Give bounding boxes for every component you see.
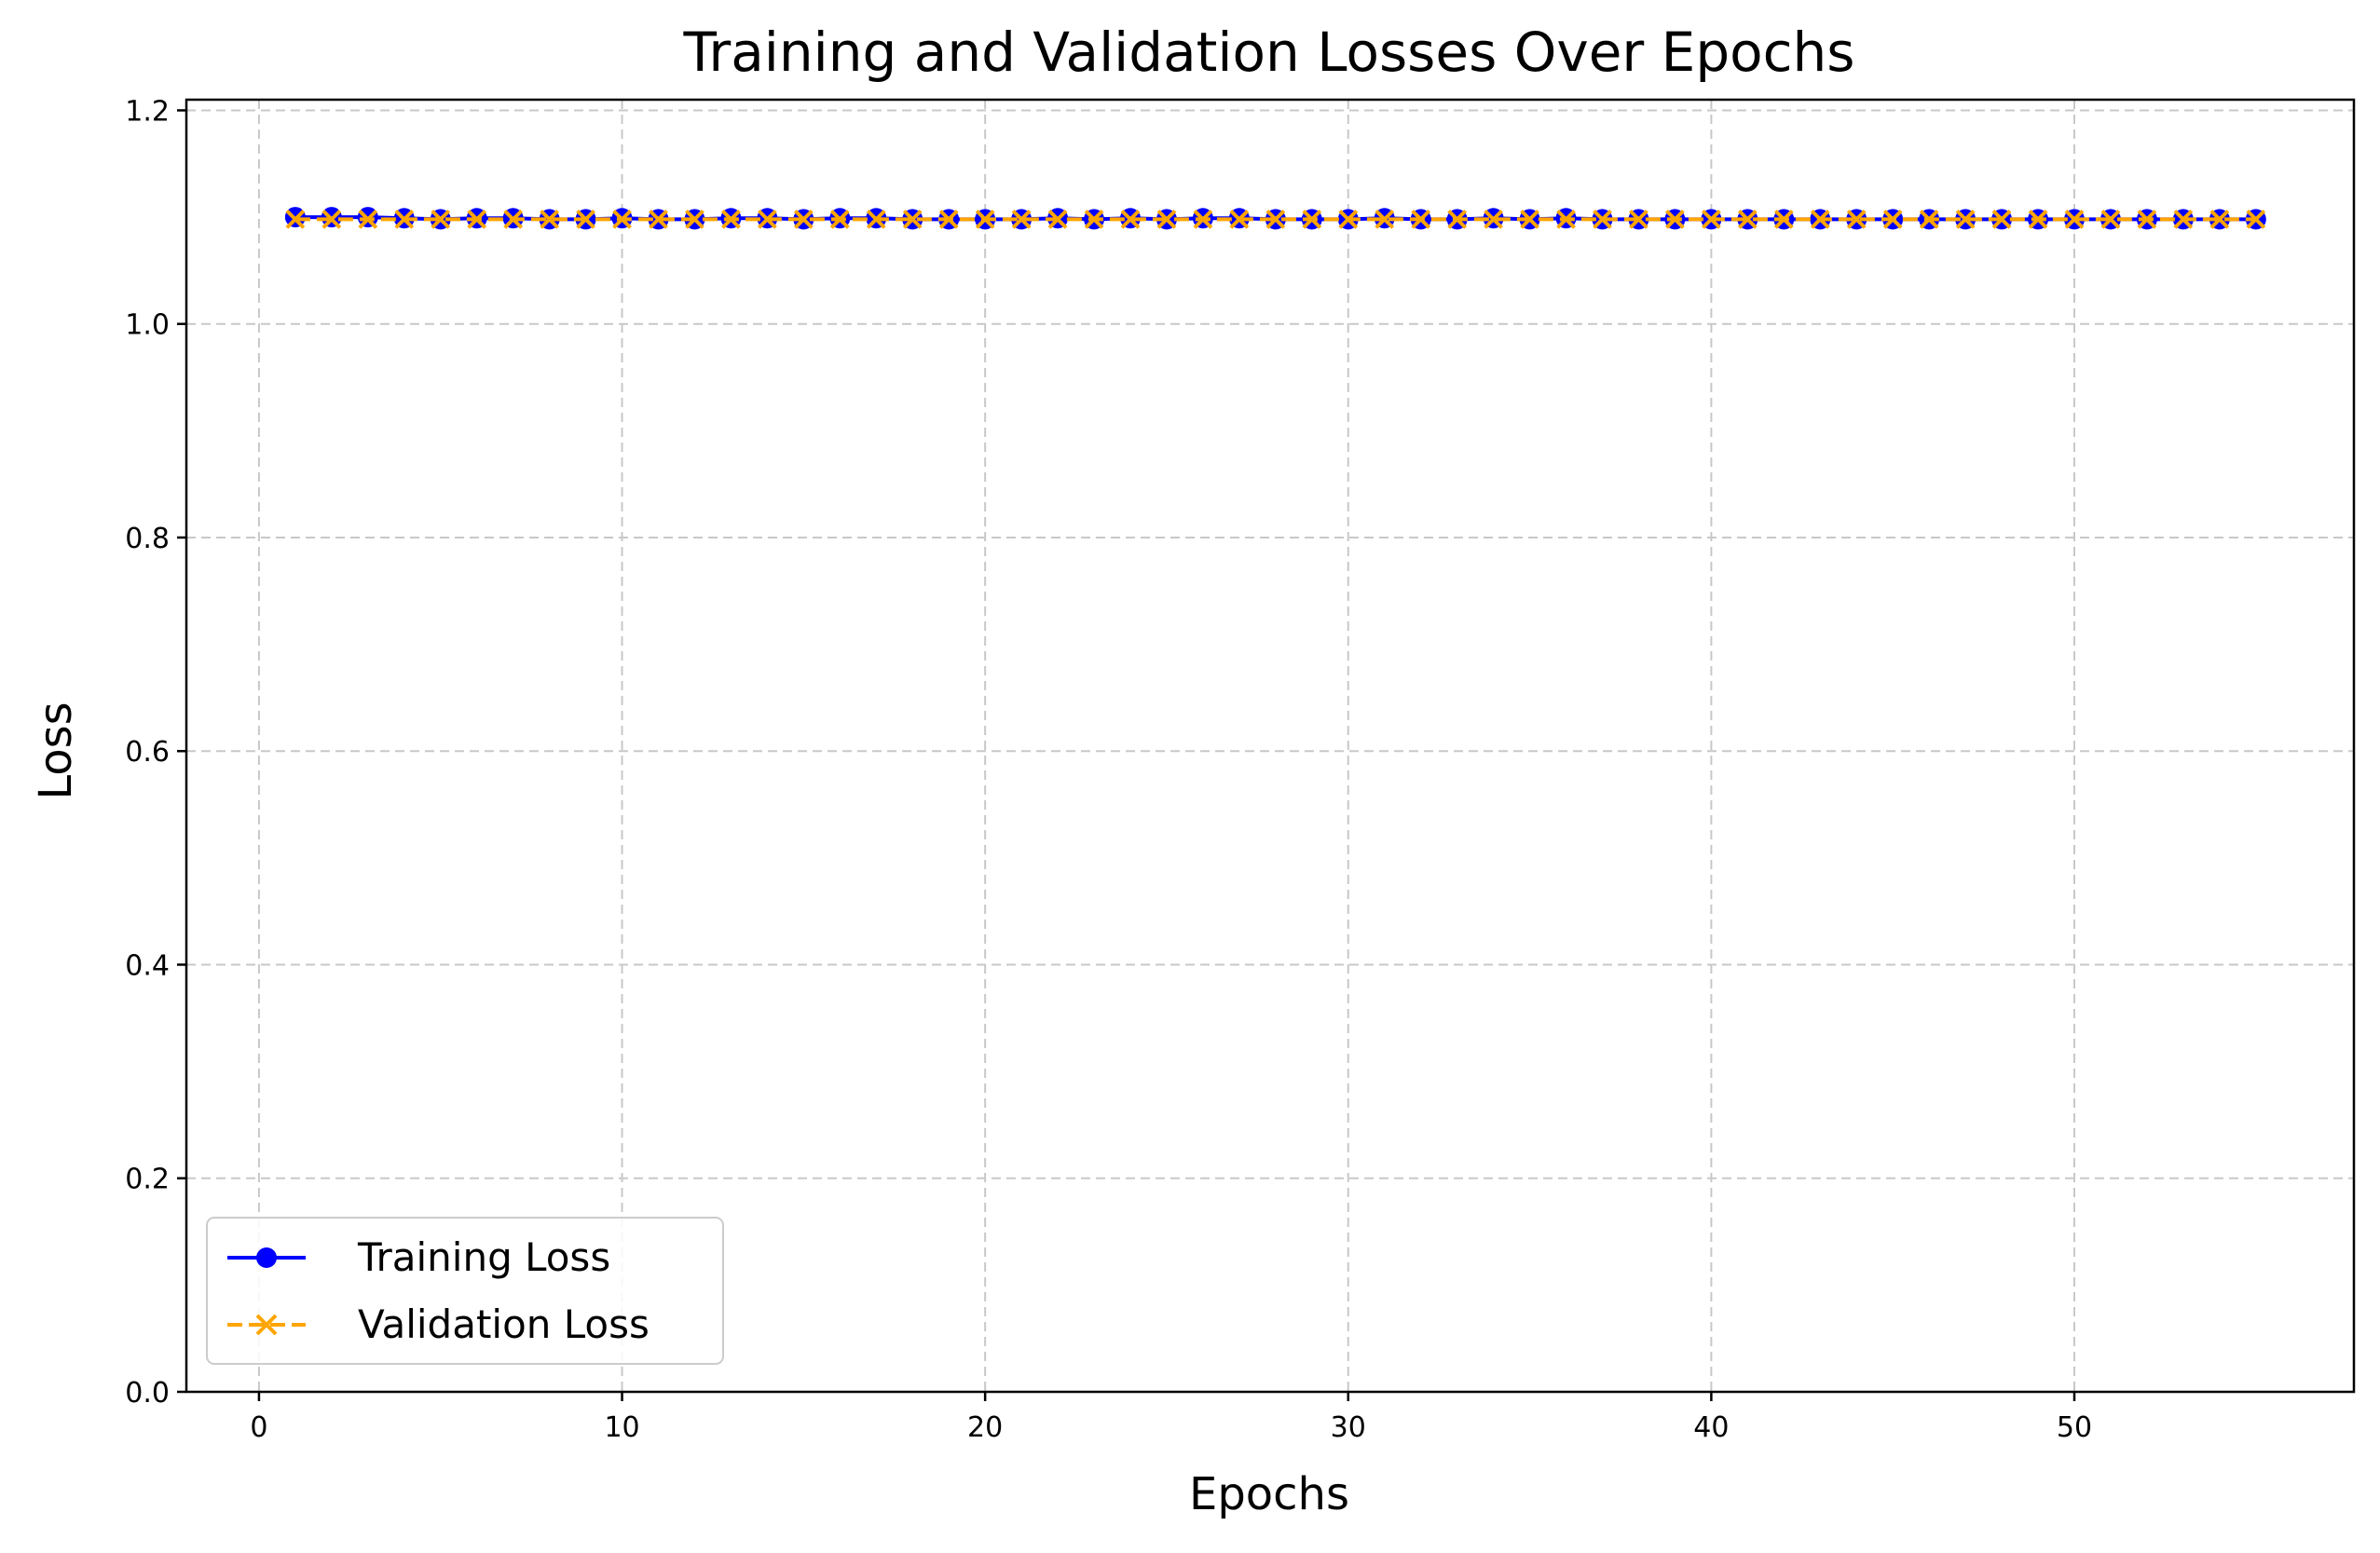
validation-loss-point — [2209, 209, 2230, 229]
validation-loss-point — [1919, 209, 1939, 229]
validation-loss-point — [1302, 209, 1322, 229]
y-tick-label: 1.0 — [125, 309, 170, 342]
validation-loss-point — [866, 209, 886, 229]
plot-frame — [185, 98, 2356, 1394]
validation-loss-point — [1156, 209, 1177, 229]
validation-loss-point — [2064, 209, 2085, 229]
validation-loss-point — [1229, 209, 1250, 229]
legend-box — [206, 1217, 724, 1365]
validation-loss-point — [1047, 209, 1068, 229]
validation-loss-point — [358, 209, 378, 229]
validation-loss-point — [321, 209, 342, 229]
y-axis-label: Loss — [30, 702, 82, 799]
legend-marker-training — [256, 1247, 277, 1268]
y-tick-label: 0.2 — [125, 1164, 170, 1196]
validation-loss-point — [1447, 209, 1468, 229]
validation-loss-point — [2028, 209, 2048, 229]
x-tick-label: 30 — [1331, 1411, 1366, 1444]
validation-loss-point — [975, 209, 995, 229]
validation-loss-point — [793, 209, 814, 229]
validation-loss-point — [1193, 209, 1213, 229]
validation-loss-point — [540, 209, 560, 229]
validation-loss-point — [2246, 209, 2266, 229]
validation-loss-point — [467, 209, 487, 229]
validation-loss-point — [685, 209, 704, 229]
validation-loss-point — [1411, 209, 1431, 229]
validation-loss-point — [1846, 209, 1867, 229]
validation-loss-point — [1084, 209, 1104, 229]
validation-loss-point — [431, 209, 451, 229]
validation-loss-point — [1120, 209, 1141, 229]
validation-loss-point — [576, 209, 595, 229]
validation-loss-point — [829, 209, 850, 229]
validation-loss-point — [394, 209, 415, 229]
validation-loss-point — [285, 209, 306, 229]
validation-loss-point — [1375, 209, 1395, 229]
validation-loss-point — [1484, 209, 1504, 229]
y-tick-label: 1.2 — [125, 95, 170, 128]
validation-loss-point — [1882, 209, 1903, 229]
validation-loss-point — [902, 209, 923, 229]
y-tick-label: 0.0 — [125, 1377, 170, 1410]
x-axis-label: Epochs — [1189, 1468, 1349, 1520]
y-tick-label: 0.8 — [125, 523, 170, 555]
x-tick-label: 40 — [1693, 1411, 1729, 1444]
validation-loss-point — [757, 209, 777, 229]
validation-loss-point — [1773, 209, 1794, 229]
series-layer — [284, 207, 2266, 230]
validation-loss-point — [1520, 209, 1539, 229]
validation-loss-point — [1338, 209, 1359, 229]
validation-loss-point — [1265, 209, 1286, 229]
validation-loss-point — [612, 209, 632, 229]
validation-loss-point — [503, 209, 524, 229]
validation-loss-point — [2173, 209, 2194, 229]
x-tick-label: 0 — [250, 1411, 267, 1444]
validation-loss-point — [1665, 209, 1685, 229]
y-tick-label: 0.4 — [125, 949, 170, 982]
x-tick-label: 20 — [967, 1411, 1003, 1444]
x-tick-label: 50 — [2057, 1411, 2092, 1444]
grid — [186, 100, 2354, 1393]
validation-loss-point — [1011, 209, 1032, 229]
validation-loss-point — [2137, 209, 2157, 229]
legend-marker-validation — [255, 1314, 278, 1336]
validation-loss-point — [1991, 209, 2012, 229]
legend: Training Loss Validation Loss — [206, 1217, 724, 1365]
legend-label-validation: Validation Loss — [358, 1301, 650, 1347]
validation-loss-point — [649, 209, 668, 229]
validation-loss-point — [1556, 209, 1576, 229]
validation-loss-point — [1737, 209, 1758, 229]
y-tick-label: 0.6 — [125, 736, 170, 769]
validation-loss-point — [721, 209, 741, 229]
axis-ticks: 0 10 20 30 40 50 0.0 0.2 0.4 0.6 0.8 1.0 1.2 — [125, 95, 2092, 1444]
chart-title: Training and Validation Losses Over Epoc… — [683, 20, 1855, 84]
legend-label-training: Training Loss — [357, 1234, 610, 1280]
validation-loss-point — [1810, 209, 1830, 229]
validation-loss-point — [1955, 209, 1976, 229]
validation-loss-point — [1629, 209, 1648, 229]
validation-loss-point — [1593, 209, 1612, 229]
validation-loss-point — [938, 209, 959, 229]
x-tick-label: 10 — [604, 1411, 639, 1444]
validation-loss-point — [2100, 209, 2121, 229]
validation-loss-point — [1701, 209, 1721, 229]
